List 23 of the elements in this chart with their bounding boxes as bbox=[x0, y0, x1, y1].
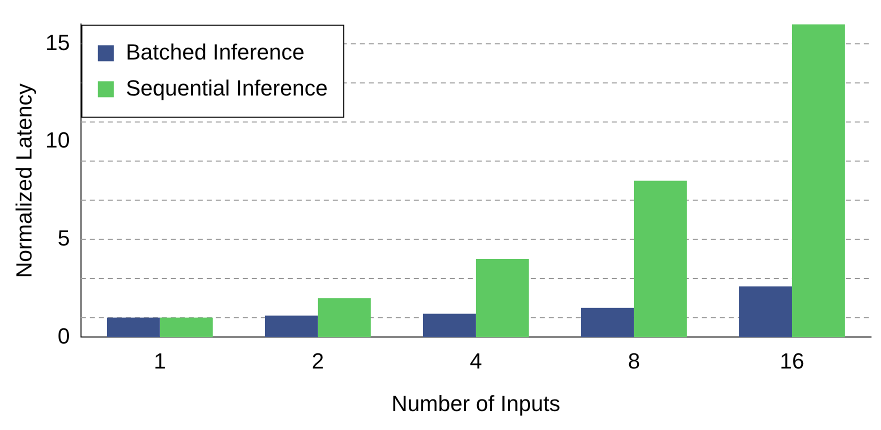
x-tick-label: 2 bbox=[312, 348, 324, 374]
bar bbox=[318, 298, 371, 338]
x-tick-label: 1 bbox=[154, 348, 166, 374]
bar bbox=[476, 258, 529, 338]
bar bbox=[792, 24, 845, 338]
bar bbox=[422, 314, 476, 338]
y-tick-label: 0 bbox=[58, 323, 70, 348]
bar bbox=[160, 318, 213, 338]
legend-label: Sequential Inference bbox=[126, 75, 328, 100]
x-axis-title: Number of Inputs bbox=[392, 390, 560, 416]
legend-label: Batched Inference bbox=[126, 39, 304, 64]
x-tick-label: 16 bbox=[780, 348, 804, 374]
bar bbox=[264, 316, 318, 338]
y-tick-label: 10 bbox=[45, 128, 70, 153]
y-axis-title: Normalized Latency bbox=[11, 83, 36, 278]
x-tick-label: 8 bbox=[628, 348, 640, 374]
bar bbox=[106, 318, 160, 338]
bar bbox=[634, 180, 687, 338]
y-tick-label: 15 bbox=[45, 30, 70, 55]
bar bbox=[739, 286, 792, 338]
bar bbox=[581, 308, 634, 338]
x-tick-label: 4 bbox=[470, 348, 482, 374]
y-tick-label: 5 bbox=[58, 225, 70, 250]
